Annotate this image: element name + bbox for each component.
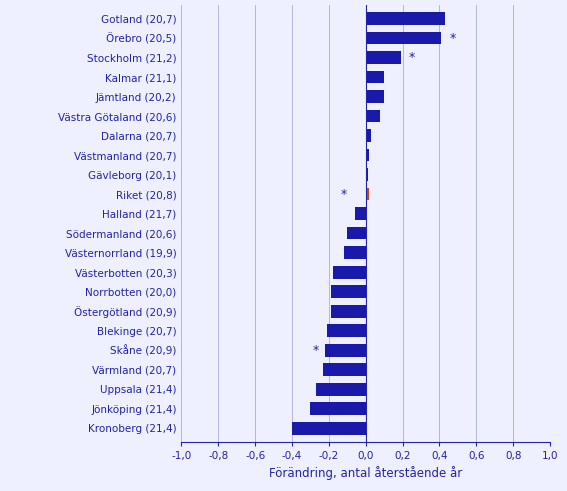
Bar (327, 325, 366, 337)
Bar (355, 207, 366, 220)
Bar (366, 149, 370, 162)
Text: *: * (409, 51, 415, 64)
Bar (366, 90, 384, 103)
Bar (323, 363, 366, 376)
Bar (332, 266, 366, 278)
Bar (331, 285, 366, 298)
Bar (316, 383, 366, 396)
Bar (366, 168, 367, 181)
Bar (311, 403, 366, 415)
Bar (366, 110, 380, 122)
Text: *: * (449, 31, 455, 45)
Bar (366, 32, 441, 44)
X-axis label: Förändring, antal återstående år: Förändring, antal återstående år (269, 466, 462, 481)
Bar (366, 188, 370, 200)
Bar (347, 227, 366, 240)
Text: *: * (313, 344, 319, 356)
Bar (325, 344, 366, 356)
Bar (292, 422, 366, 435)
Bar (366, 71, 384, 83)
Text: *: * (340, 188, 347, 201)
Bar (366, 51, 401, 64)
Bar (331, 305, 366, 318)
Bar (366, 129, 371, 142)
Bar (344, 246, 366, 259)
Bar (366, 12, 445, 25)
